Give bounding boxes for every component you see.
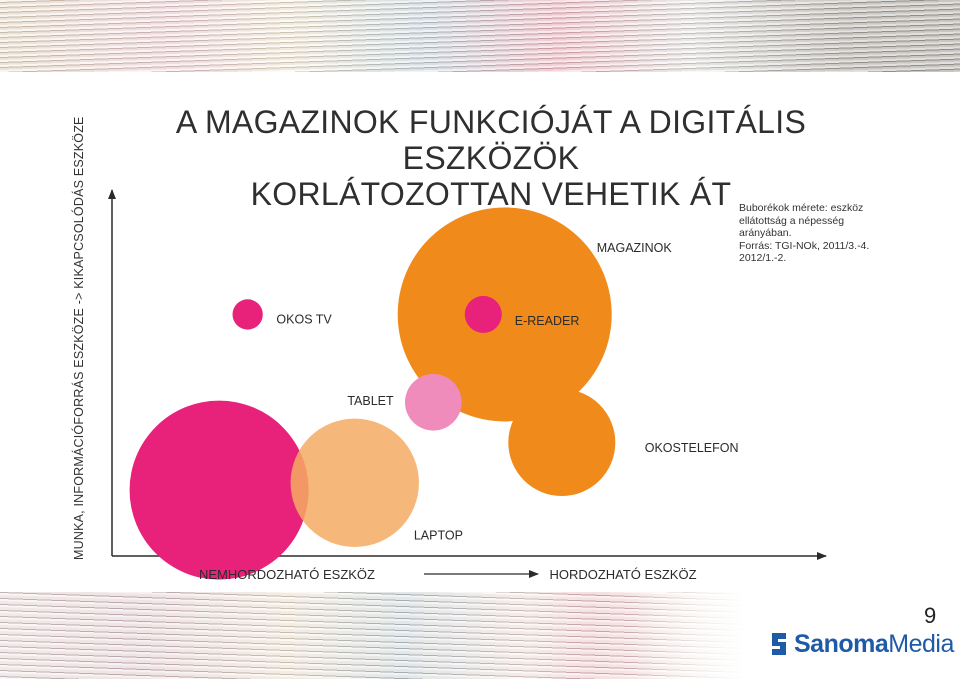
bubble-laptop [290,418,419,547]
bubble-tablet [404,373,462,431]
bubble-okostelefon [508,389,616,497]
source-note: Buborékok mérete: eszköz ellátottság a n… [739,202,889,265]
bubble-label-e-reader: E-READER [515,314,580,328]
slide-title: A MAGAZINOK FUNKCIÓJÁT A DIGITÁLIS ESZKÖ… [96,104,886,212]
note-line: Buborékok mérete: eszköz [739,202,864,214]
bubble-label-tablet: TABLET [347,394,394,408]
title-line-1: A MAGAZINOK FUNKCIÓJÁT A DIGITÁLIS ESZKÖ… [175,104,807,176]
bubble-group [129,207,616,580]
note-line: 2012/1.-2. [739,252,787,264]
title-line-2: KORLÁTOZOTTAN VEHETIK ÁT [250,176,732,212]
sanoma-media-logo: Sanoma Media [768,628,954,660]
magazine-stack-photo-top [0,0,960,72]
logo-word-2: Media [888,629,954,658]
bubble-label-laptop: LAPTOP [414,528,463,542]
x-axis-right-label: HORDOZHATÓ ESZKÖZ [549,567,696,582]
bubble-label-okos-tv: OKOS TV [276,313,332,327]
page-number: 9 [924,603,937,628]
bubble-label-okostelefon: OKOSTELEFON [645,441,739,455]
magazine-stack-photo-bottom [0,592,960,679]
bubble-okos-tv [232,299,263,330]
bubble-magazinok [397,207,612,422]
bubble-e-reader [464,295,502,333]
bubble-label-group: PCLAPTOPTABLETOKOS TVMAGAZINOKE-READEROK… [276,241,739,542]
logo-word-1: Sanoma [794,629,889,658]
note-line: arányában. [739,227,792,239]
note-line: ellátottság a népesség [739,214,845,227]
x-axis-left-label: NEMHORDOZHATÓ ESZKÖZ [199,567,375,582]
bubble-label-magazinok: MAGAZINOK [597,241,673,255]
sanoma-logo-icon [772,633,786,655]
note-line: Forrás: TGI-NOk, 2011/3.-4. [739,239,870,252]
bubble-pc [129,400,309,580]
